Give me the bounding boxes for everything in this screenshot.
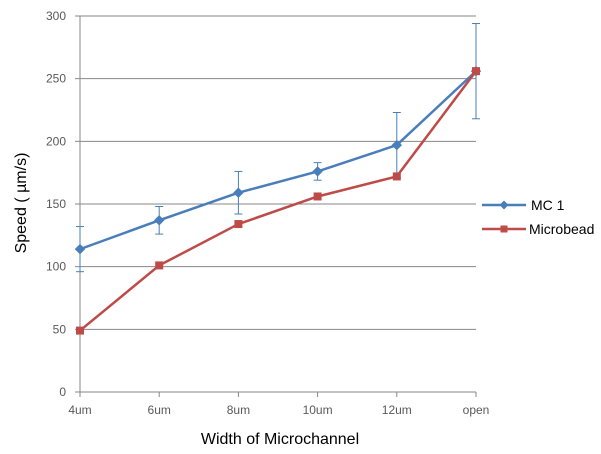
series-mc1-point-6um: [153, 215, 165, 226]
x-tick-labels: 4um 6um 8um 10um 12um open: [68, 403, 489, 417]
legend-label: MC 1: [531, 197, 565, 213]
x-axis-title: Width of Microchannel: [201, 431, 359, 448]
y-tick-labels: 0 50 100 150 200 250 300: [46, 9, 66, 399]
y-tick-label-250: 250: [46, 72, 66, 86]
series-lines: [79, 70, 477, 332]
legend: MC 1 Microbead: [482, 197, 594, 237]
legend-diamond-marker: [499, 200, 509, 210]
legend-label: Microbead: [529, 221, 594, 237]
series-mc1-point-12um: [391, 139, 403, 151]
axes: [75, 15, 477, 397]
x-tick-label-4um: 4um: [68, 403, 91, 417]
y-tick-label-50: 50: [53, 322, 67, 336]
x-tick-label-6um: 6um: [148, 403, 171, 417]
series-mc1-point-8um: [233, 187, 244, 198]
series-microbead-line: [79, 70, 477, 332]
legend-entry-microbead: Microbead: [482, 221, 594, 237]
x-tick-label-8um: 8um: [227, 403, 250, 417]
y-tick-label-100: 100: [46, 260, 66, 274]
series-microbead-point-8um: [234, 220, 243, 229]
gridlines: [80, 15, 476, 330]
series-mc1-line: [79, 70, 477, 251]
x-tick-label-open: open: [463, 403, 490, 417]
y-tick-label-200: 200: [46, 134, 66, 148]
series-microbead-point-12um: [392, 172, 401, 181]
series-microbead-point-open: [472, 67, 480, 76]
y-tick-label-150: 150: [46, 197, 66, 211]
y-tick-label-300: 300: [46, 9, 66, 23]
series-mc1-point-4um: [74, 243, 86, 255]
legend-entry-mc1: MC 1: [482, 197, 565, 213]
series-microbead-point-4um: [76, 326, 84, 335]
legend-square-marker: [500, 225, 508, 233]
series-microbead-point-6um: [155, 261, 164, 270]
series-microbead-point-10um: [313, 192, 322, 201]
series-mc1-point-10um: [312, 166, 323, 177]
x-tick-label-10um: 10um: [303, 403, 333, 417]
data-points: [74, 65, 482, 335]
y-tick-label-0: 0: [59, 385, 66, 399]
y-axis-title: Speed ( µm/s): [13, 153, 30, 254]
x-tick-label-12um: 12um: [382, 403, 412, 417]
